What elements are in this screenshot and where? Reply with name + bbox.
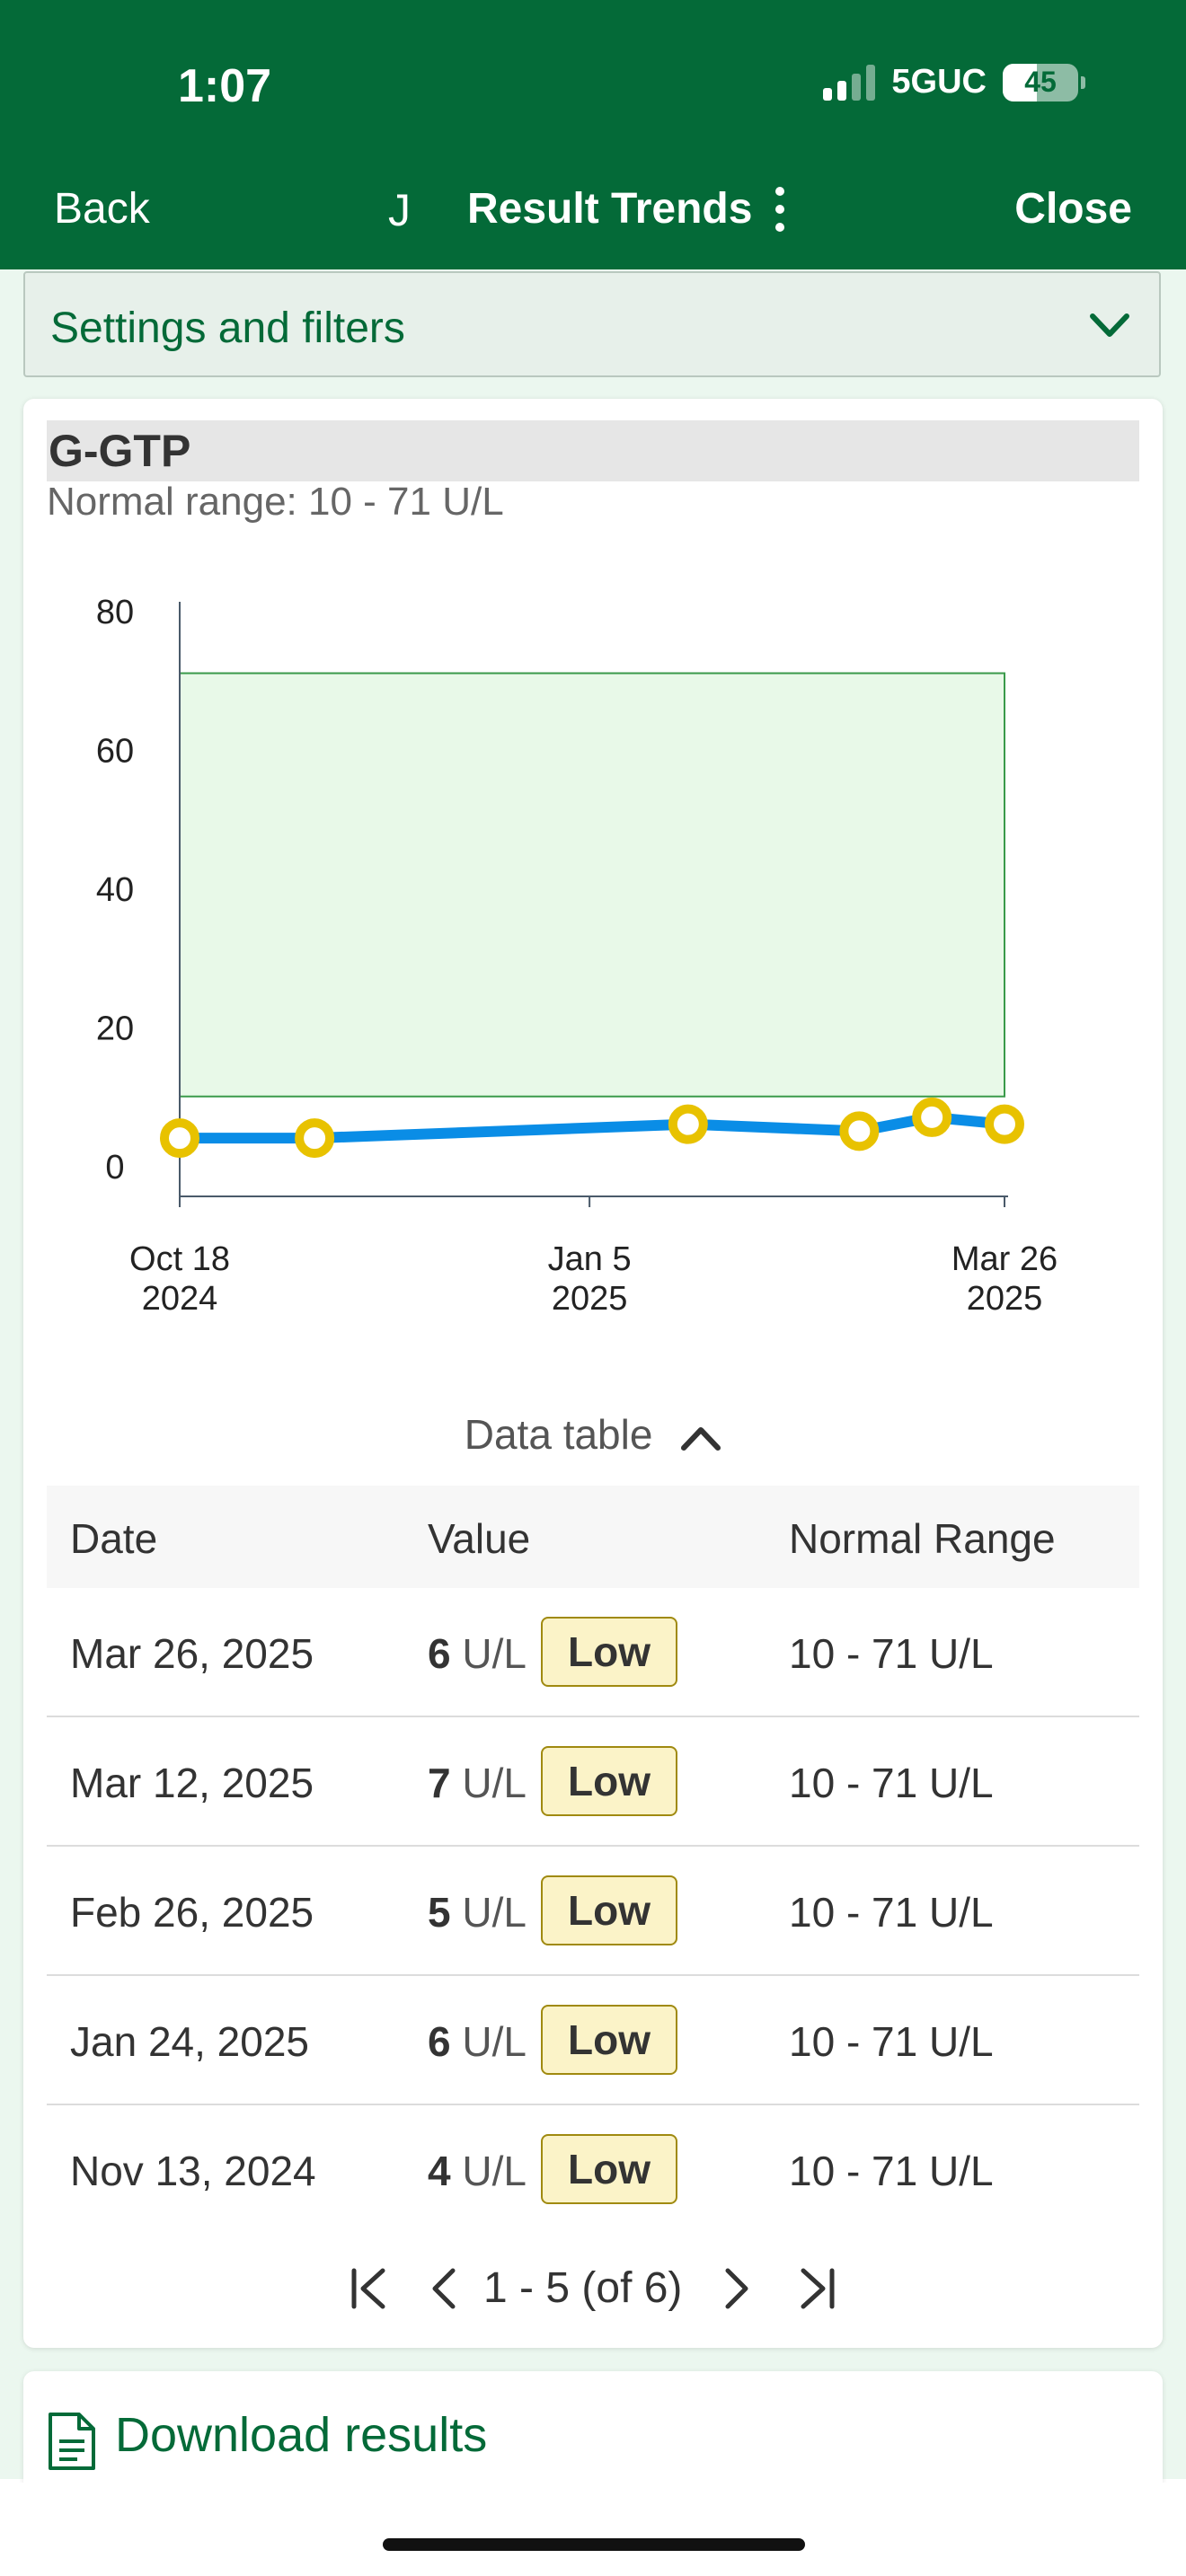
battery-fill	[1003, 63, 1037, 101]
row-normal-range: 10 - 71 U/L	[789, 2148, 994, 2194]
normal-range-text: Normal range: 10 - 71 U/L	[47, 480, 504, 524]
chevron-down-icon	[1090, 313, 1129, 337]
more-options-icon[interactable]	[771, 187, 789, 235]
row-value-number: 5	[428, 1889, 451, 1936]
data-table-toggle[interactable]: Data table	[0, 1410, 1186, 1459]
last-page-icon[interactable]	[796, 2267, 837, 2310]
data-point[interactable]	[160, 1118, 199, 1159]
first-page-icon[interactable]	[349, 2267, 390, 2310]
row-date: Jan 24, 2025	[70, 2018, 310, 2065]
bottom-safe-area	[0, 2483, 1186, 2576]
page-title: Result Trends	[467, 185, 753, 233]
data-point[interactable]	[912, 1097, 952, 1137]
close-button[interactable]: Close	[1014, 185, 1132, 233]
x-tick-label: 2025	[552, 1280, 628, 1318]
battery-icon: 45	[1003, 63, 1085, 101]
patient-initial[interactable]: J	[388, 185, 411, 235]
row-value: 6 U/L	[428, 1629, 527, 1678]
app-header: 1:07 5GUC 45 Back J Result Trends Close	[0, 0, 1186, 269]
battery-nub	[1081, 75, 1085, 89]
row-value: 5 U/L	[428, 1888, 527, 1936]
data-point[interactable]	[839, 1111, 880, 1151]
flag-badge: Low	[541, 1746, 677, 1816]
row-value: 6 U/L	[428, 2017, 527, 2066]
previous-page-icon[interactable]	[428, 2267, 458, 2310]
row-normal-range: 10 - 71 U/L	[789, 2018, 994, 2065]
table-row: Mar 26, 2025 6 U/L Low 10 - 71 U/L	[47, 1588, 1139, 1717]
row-value-unit: U/L	[462, 1760, 527, 1806]
battery-level: 45	[1024, 66, 1057, 98]
signal-icon	[823, 64, 876, 101]
row-value-number: 6	[428, 2018, 451, 2065]
flag-badge: Low	[541, 1617, 677, 1687]
row-normal-range: 10 - 71 U/L	[789, 1889, 994, 1936]
header-value: Value	[428, 1515, 531, 1562]
row-value-unit: U/L	[462, 1630, 527, 1677]
row-value-unit: U/L	[462, 1889, 527, 1936]
data-point[interactable]	[985, 1104, 1024, 1144]
row-date: Feb 26, 2025	[70, 1889, 314, 1936]
row-value: 7 U/L	[428, 1759, 527, 1807]
table-row: Mar 12, 2025 7 U/L Low 10 - 71 U/L	[47, 1717, 1139, 1847]
x-tick-label: Oct 18	[129, 1240, 230, 1278]
status-time: 1:07	[178, 60, 272, 112]
header-normal-range: Normal Range	[789, 1515, 1056, 1562]
data-point[interactable]	[295, 1118, 335, 1159]
row-value: 4 U/L	[428, 2147, 527, 2195]
back-button[interactable]: Back	[54, 185, 150, 233]
row-normal-range: 10 - 71 U/L	[789, 1760, 994, 1806]
row-value-number: 4	[428, 2148, 451, 2194]
row-date: Mar 26, 2025	[70, 1630, 314, 1677]
network-type: 5GUC	[891, 63, 987, 101]
data-table-toggle-label: Data table	[464, 1411, 653, 1458]
x-tick-label: 2024	[142, 1280, 218, 1318]
flag-badge: Low	[541, 1875, 677, 1945]
x-tick-label: 2025	[967, 1280, 1043, 1318]
y-tick-label: 80	[96, 594, 134, 631]
settings-filters-label: Settings and filters	[50, 304, 405, 352]
row-value-unit: U/L	[462, 2148, 527, 2194]
normal-range-band	[179, 672, 1005, 1098]
y-tick-label: 20	[96, 1010, 134, 1048]
row-date: Nov 13, 2024	[70, 2148, 316, 2194]
home-indicator[interactable]	[383, 2538, 805, 2551]
y-tick-label: 0	[105, 1149, 124, 1187]
data-point[interactable]	[668, 1104, 708, 1144]
document-icon	[49, 2413, 95, 2470]
row-value-number: 7	[428, 1760, 451, 1806]
test-name: G-GTP	[47, 420, 1139, 481]
row-normal-range: 10 - 71 U/L	[789, 1630, 994, 1677]
row-date: Mar 12, 2025	[70, 1760, 314, 1806]
row-value-number: 6	[428, 1630, 451, 1677]
y-tick-labels: 0 20 40 60 80	[96, 594, 134, 1187]
table-row: Feb 26, 2025 5 U/L Low 10 - 71 U/L	[47, 1847, 1139, 1976]
table-row: Jan 24, 2025 6 U/L Low 10 - 71 U/L	[47, 1976, 1139, 2105]
flag-badge: Low	[541, 2134, 677, 2204]
pagination: 1 - 5 (of 6)	[0, 2254, 1186, 2317]
settings-filters-toggle[interactable]: Settings and filters	[23, 271, 1161, 377]
flag-badge: Low	[541, 2005, 677, 2075]
data-points	[160, 1097, 1024, 1159]
chevron-up-icon	[681, 1426, 721, 1451]
header-date: Date	[70, 1515, 158, 1562]
next-page-icon[interactable]	[722, 2267, 753, 2310]
status-indicators: 5GUC 45	[823, 63, 1085, 101]
page-range-label: 1 - 5 (of 6)	[483, 2264, 683, 2312]
table-header: Date Value Normal Range	[47, 1486, 1139, 1588]
download-results-label: Download results	[115, 2408, 488, 2462]
table-row: Nov 13, 2024 4 U/L Low 10 - 71 U/L	[47, 2105, 1139, 2235]
x-tick-label: Jan 5	[548, 1240, 632, 1278]
x-tick-label: Mar 26	[951, 1240, 1058, 1278]
y-tick-label: 60	[96, 733, 134, 771]
row-value-unit: U/L	[462, 2018, 527, 2065]
y-tick-label: 40	[96, 871, 134, 909]
